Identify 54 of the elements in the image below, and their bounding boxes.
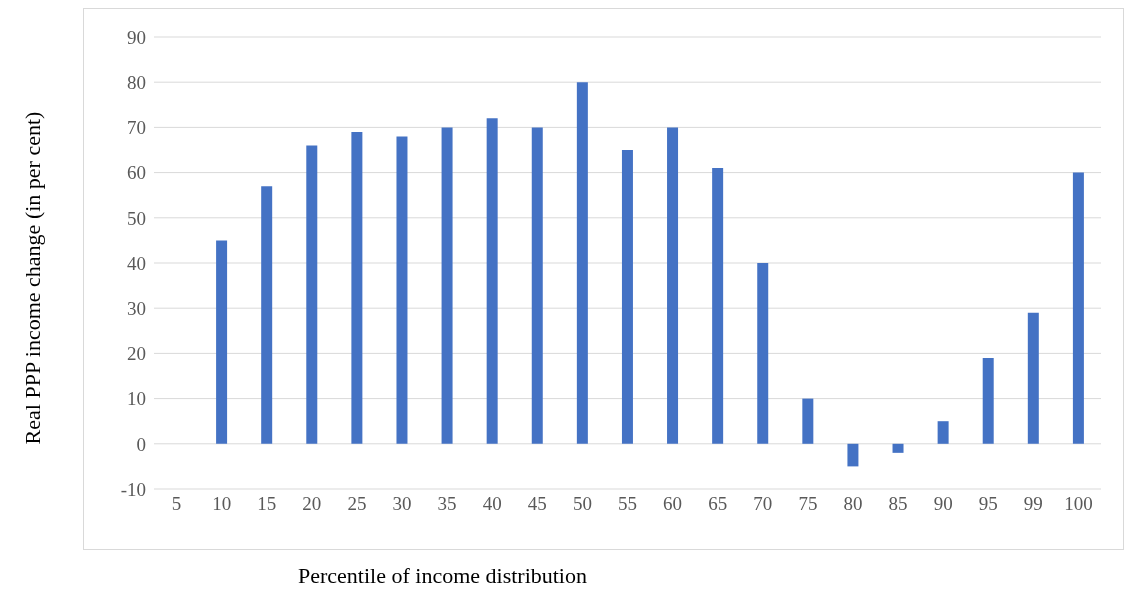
y-tick-label: 10 <box>127 388 146 410</box>
bar <box>892 443 904 453</box>
y-tick-label: 30 <box>127 297 146 319</box>
bar <box>937 421 949 444</box>
bar <box>1027 312 1039 444</box>
y-tick-label: 80 <box>127 71 146 93</box>
bar <box>802 398 814 444</box>
bar <box>261 186 273 444</box>
x-tick-label: 25 <box>347 493 367 515</box>
bar <box>621 150 633 444</box>
x-tick-label: 50 <box>572 493 592 515</box>
x-tick-label: 30 <box>392 493 412 515</box>
x-tick-label: 90 <box>933 493 953 515</box>
y-tick-label: 20 <box>127 343 146 365</box>
y-tick-label: 0 <box>136 433 146 455</box>
bar <box>757 263 769 444</box>
bar <box>982 357 994 444</box>
bar <box>441 127 453 444</box>
bar <box>351 131 363 444</box>
x-axis-title: Percentile of income distribution <box>298 563 587 589</box>
y-tick-label: 90 <box>127 26 146 48</box>
y-tick-label: 70 <box>127 117 146 139</box>
y-tick-label: 40 <box>127 252 146 274</box>
x-tick-label: 60 <box>663 493 683 515</box>
bar <box>667 127 679 444</box>
x-tick-label: 45 <box>527 493 547 515</box>
x-tick-label: 85 <box>888 493 908 515</box>
y-tick-label: -10 <box>120 478 146 500</box>
x-tick-label: 75 <box>798 493 818 515</box>
x-tick-label: 70 <box>753 493 773 515</box>
bar <box>216 240 228 444</box>
bar <box>576 82 588 444</box>
x-tick-label: 65 <box>708 493 728 515</box>
x-tick-label: 80 <box>843 493 863 515</box>
x-tick-label: 10 <box>212 493 232 515</box>
y-tick-label: 60 <box>127 162 146 184</box>
y-axis-title: Real PPP income change (in per cent) <box>20 111 46 445</box>
bar <box>396 136 408 444</box>
x-tick-label: 55 <box>618 493 637 515</box>
x-tick-label: 5 <box>171 493 182 515</box>
x-tick-label: 15 <box>257 493 277 515</box>
bar <box>712 168 724 444</box>
y-tick-label: 50 <box>127 207 146 229</box>
bar <box>531 127 543 444</box>
x-tick-label: 99 <box>1023 493 1043 515</box>
x-tick-label: 20 <box>302 493 322 515</box>
x-tick-label: 95 <box>978 493 998 515</box>
bar <box>847 443 859 467</box>
x-tick-label: 40 <box>482 493 502 515</box>
x-tick-label: 100 <box>1064 493 1093 515</box>
bar <box>1072 172 1084 444</box>
x-tick-label: 35 <box>437 493 457 515</box>
bar <box>486 118 498 444</box>
bar <box>306 145 318 444</box>
